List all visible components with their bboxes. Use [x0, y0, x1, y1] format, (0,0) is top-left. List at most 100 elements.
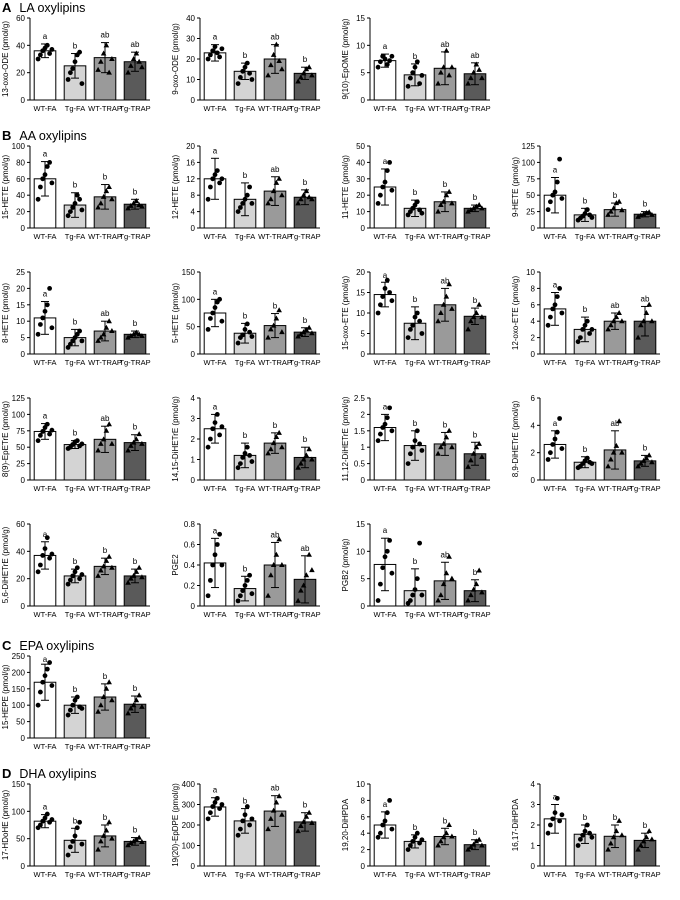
data-point — [545, 322, 551, 328]
x-tick-label: Tg-TRAP — [459, 104, 490, 113]
y-tick-label: 100 — [12, 142, 26, 151]
x-tick-label: WT-FA — [34, 232, 57, 241]
data-point — [70, 839, 76, 844]
data-point — [382, 56, 388, 62]
data-point — [438, 310, 444, 315]
data-point — [468, 206, 474, 212]
data-point — [270, 440, 277, 446]
data-point — [440, 301, 447, 307]
significance-letter: b — [73, 42, 78, 51]
data-point — [219, 318, 225, 324]
data-point — [217, 806, 223, 811]
y-axis-label: 15-oxo-ETE (pmol/g) — [341, 276, 350, 351]
data-point — [72, 833, 78, 839]
significance-letter: b — [583, 196, 588, 205]
bar-chart: 0 5 10 15 20 15-oxo-ETE (pmol/g) a WT-FA b Tg-FA a… — [341, 268, 491, 367]
data-point — [207, 52, 213, 58]
y-axis-label: 11-HETE (pmol/g) — [341, 155, 350, 219]
y-tick-label: 50 — [356, 142, 365, 151]
data-point — [207, 577, 213, 583]
data-point — [67, 209, 73, 214]
x-tick-label: Tg-FA — [575, 484, 595, 493]
data-point — [435, 597, 441, 603]
data-point — [219, 176, 225, 182]
data-point — [70, 573, 76, 579]
x-tick-label: Tg-FA — [65, 104, 85, 113]
data-point — [247, 822, 253, 828]
data-point — [279, 811, 285, 817]
data-point — [133, 836, 140, 842]
significance-letter: b — [133, 319, 138, 328]
data-point — [577, 335, 583, 340]
data-point — [37, 52, 43, 58]
data-point — [619, 207, 625, 213]
y-tick-label: 0.4 — [184, 561, 196, 570]
y-axis-label: 8(9)-EpETrE (pmol/g) — [1, 401, 10, 478]
significance-letter: a — [383, 800, 388, 809]
data-point — [244, 60, 250, 66]
data-point — [473, 203, 480, 209]
y-axis-label: 5,6-DiHETrE (pmol/g) — [1, 526, 10, 603]
data-point — [306, 809, 312, 815]
y-tick-label: 0 — [21, 734, 26, 743]
data-point — [37, 562, 43, 568]
data-point — [242, 64, 248, 70]
y-tick-label: 6 — [531, 301, 536, 310]
data-point — [389, 187, 395, 193]
data-point — [247, 329, 253, 335]
y-tick-label: 100 — [12, 701, 26, 710]
data-point — [605, 846, 611, 852]
data-point — [205, 593, 211, 599]
data-point — [100, 50, 107, 56]
x-tick-label: Tg-FA — [235, 870, 255, 879]
data-point — [217, 432, 223, 438]
significance-letter: b — [443, 816, 448, 825]
x-tick-label: WT-FA — [204, 232, 227, 241]
x-tick-label: Tg-TRAP — [629, 484, 660, 493]
data-point — [128, 840, 134, 846]
y-tick-label: 2 — [531, 821, 536, 830]
data-point — [608, 840, 614, 846]
x-tick-label: Tg-TRAP — [289, 484, 320, 493]
data-point — [268, 572, 274, 578]
data-point — [309, 330, 315, 336]
data-point — [130, 838, 137, 844]
significance-letter: ab — [271, 33, 280, 42]
data-point — [128, 332, 134, 338]
data-point — [377, 302, 383, 308]
data-point — [479, 842, 485, 848]
significance-letter: b — [73, 181, 78, 190]
data-point — [125, 69, 131, 75]
data-point — [410, 444, 416, 450]
data-point — [470, 69, 477, 75]
data-point — [42, 815, 48, 821]
bar-chart: 0 0.5 1 1.5 2 2.5 11,12-DiHETrE (pmol/g) a WT-FA… — [341, 394, 491, 493]
x-tick-label: Tg-TRAP — [119, 610, 150, 619]
data-point — [47, 51, 53, 56]
significance-letter: b — [613, 191, 618, 200]
data-point — [106, 318, 112, 324]
data-point — [205, 196, 211, 202]
data-point — [306, 324, 312, 330]
y-tick-label: 60 — [16, 14, 25, 23]
significance-letter: a — [213, 786, 218, 795]
data-point — [616, 310, 622, 315]
data-point — [377, 431, 383, 437]
significance-letter: ab — [441, 550, 450, 559]
x-tick-label: WT-FA — [204, 484, 227, 493]
x-tick-label: Tg-FA — [235, 610, 255, 619]
y-tick-label: 1 — [191, 456, 196, 465]
significance-letter: b — [133, 557, 138, 566]
x-tick-label: WT-FA — [34, 870, 57, 879]
data-point — [300, 456, 307, 462]
data-point — [550, 816, 556, 822]
x-tick-label: WT-TRAP — [88, 610, 122, 619]
data-point — [74, 192, 80, 198]
x-tick-label: WT-FA — [34, 610, 57, 619]
data-point — [580, 327, 586, 332]
significance-letter: b — [583, 445, 588, 454]
data-point — [638, 460, 644, 466]
data-point — [212, 44, 218, 50]
